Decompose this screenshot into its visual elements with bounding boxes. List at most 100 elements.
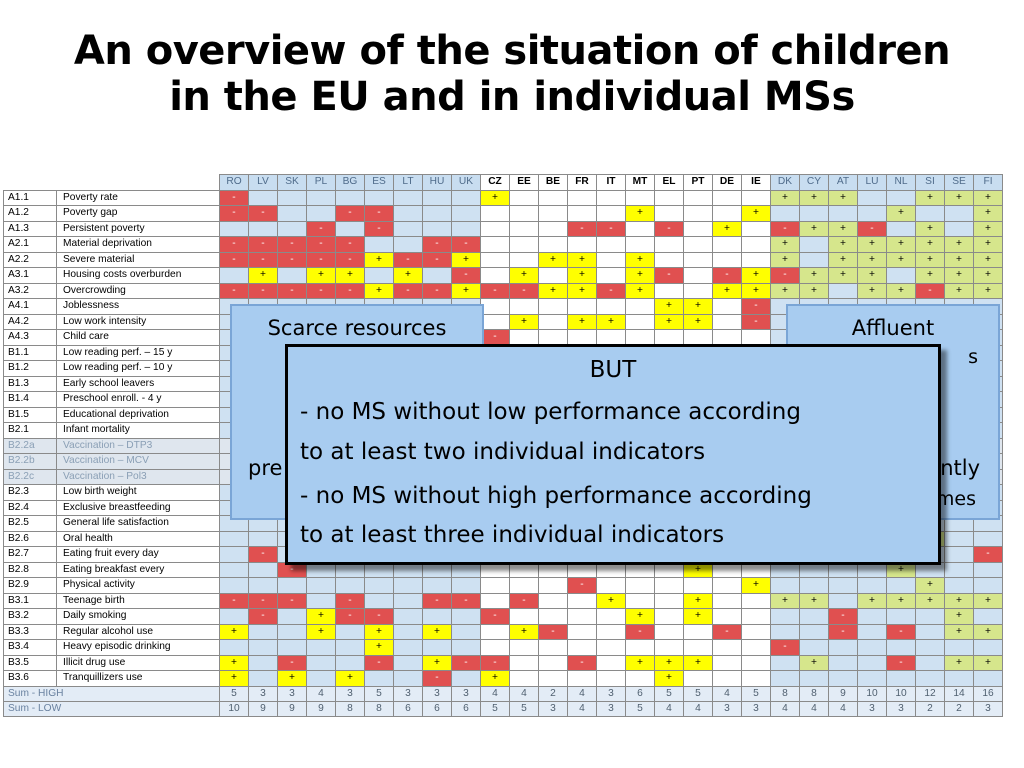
table-cell: +	[625, 654, 655, 671]
table-cell: +	[683, 592, 713, 609]
table-cell: -	[828, 623, 858, 640]
table-cell: +	[973, 236, 1003, 253]
table-cell	[393, 670, 423, 687]
table-cell	[393, 592, 423, 609]
indicator-name: Low reading perf. – 10 y	[56, 360, 220, 377]
table-cell	[741, 236, 771, 253]
table-cell	[741, 592, 771, 609]
table-cell	[509, 236, 539, 253]
table-cell	[277, 189, 307, 206]
table-cell	[480, 577, 510, 594]
table-cell: -	[248, 251, 278, 268]
indicator-name: Severe material	[56, 251, 220, 268]
table-cell	[654, 251, 684, 268]
table-cell: +	[741, 282, 771, 299]
table-cell: -	[277, 236, 307, 253]
table-cell	[683, 205, 713, 222]
country-header: IE	[741, 174, 771, 191]
table-cell	[886, 670, 916, 687]
table-cell: -	[625, 623, 655, 640]
title-line-2: in the EU and in individual MSs	[169, 74, 855, 120]
table-cell	[451, 189, 481, 206]
table-cell	[741, 639, 771, 656]
sum-cell: 4	[306, 685, 336, 702]
table-cell	[538, 670, 568, 687]
table-cell: -	[335, 205, 365, 222]
country-header: SI	[915, 174, 945, 191]
indicator-name: Early school leavers	[56, 375, 220, 392]
table-cell: +	[857, 592, 887, 609]
table-cell	[451, 577, 481, 594]
table-cell	[654, 189, 684, 206]
indicator-code: B2.6	[3, 530, 57, 547]
indicator-code: B1.5	[3, 406, 57, 423]
table-cell	[480, 298, 510, 315]
table-cell: +	[422, 623, 452, 640]
indicator-code: B3.4	[3, 639, 57, 656]
country-header: LV	[248, 174, 278, 191]
page-title: An overview of the situation of children…	[0, 28, 1024, 120]
sum-label: Sum - LOW	[3, 700, 220, 717]
table-cell: -	[451, 654, 481, 671]
indicator-name: Child care	[56, 329, 220, 346]
table-cell: +	[828, 189, 858, 206]
country-header: PL	[306, 174, 336, 191]
sum-cell: 14	[944, 685, 974, 702]
table-cell: +	[509, 267, 539, 284]
table-cell	[828, 205, 858, 222]
table-cell: -	[335, 282, 365, 299]
sum-cell: 5	[683, 685, 713, 702]
indicator-code: B3.1	[3, 592, 57, 609]
table-cell: -	[422, 670, 452, 687]
table-cell	[857, 205, 887, 222]
table-cell: +	[306, 267, 336, 284]
sum-cell: 3	[538, 700, 568, 717]
table-cell	[393, 205, 423, 222]
table-cell	[596, 654, 626, 671]
sum-cell: 5	[625, 700, 655, 717]
table-cell: +	[625, 282, 655, 299]
indicator-name: Exclusive breastfeeding	[56, 499, 220, 516]
table-cell: +	[857, 251, 887, 268]
country-header: NL	[886, 174, 916, 191]
indicator-name: General life satisfaction	[56, 515, 220, 532]
table-cell	[712, 313, 742, 330]
table-cell: +	[248, 267, 278, 284]
sum-cell: 3	[741, 700, 771, 717]
table-cell: +	[857, 236, 887, 253]
indicator-name: Poverty rate	[56, 189, 220, 206]
table-cell: +	[596, 592, 626, 609]
sum-cell: 4	[654, 700, 684, 717]
indicator-name: Illicit drug use	[56, 654, 220, 671]
country-header: RO	[219, 174, 249, 191]
country-header: AT	[828, 174, 858, 191]
table-cell: +	[973, 654, 1003, 671]
table-cell: +	[770, 189, 800, 206]
table-cell	[712, 298, 742, 315]
table-cell	[480, 236, 510, 253]
table-cell	[799, 236, 829, 253]
table-cell	[654, 608, 684, 625]
table-cell: +	[741, 577, 771, 594]
table-cell	[219, 577, 249, 594]
table-cell	[538, 298, 568, 315]
table-cell	[596, 639, 626, 656]
table-cell: +	[770, 282, 800, 299]
table-cell	[915, 654, 945, 671]
table-cell	[538, 329, 568, 346]
table-cell	[654, 282, 684, 299]
table-row: B2.9 Physical activity - + +	[3, 577, 1003, 594]
indicator-code: A4.3	[3, 329, 57, 346]
table-cell: +	[364, 251, 394, 268]
table-cell	[625, 189, 655, 206]
table-cell: -	[248, 205, 278, 222]
table-cell: +	[683, 313, 713, 330]
table-cell: -	[277, 251, 307, 268]
table-cell: +	[915, 251, 945, 268]
sum-cell: 3	[886, 700, 916, 717]
table-cell	[857, 639, 887, 656]
table-cell	[799, 623, 829, 640]
table-cell	[973, 639, 1003, 656]
table-cell: -	[915, 282, 945, 299]
table-cell	[915, 670, 945, 687]
